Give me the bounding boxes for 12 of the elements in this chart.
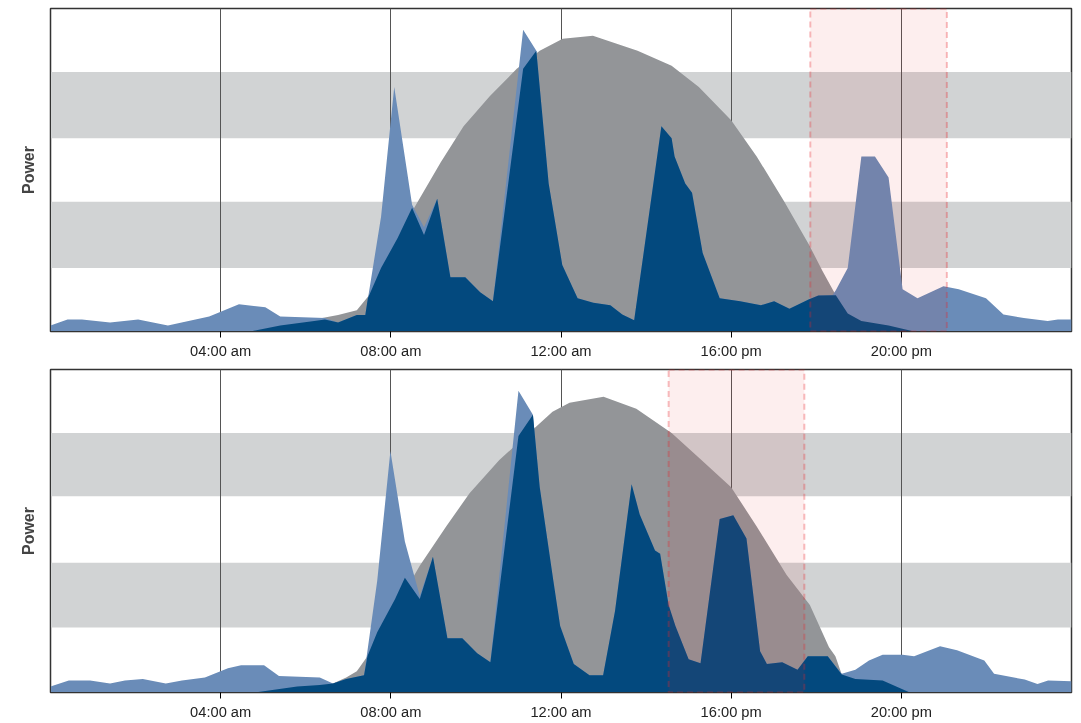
y-axis-title: Power [19, 145, 37, 195]
x-tick-label: 12:00 am [530, 703, 592, 720]
y-axis-title: Power [19, 506, 37, 556]
x-tick-label: 12:00 am [530, 342, 592, 359]
x-tick-label: 16:00 pm [700, 342, 762, 359]
x-tick-label: 20:00 pm [870, 342, 932, 359]
x-tick-label: 04:00 am [190, 703, 252, 720]
x-tick-label: 08:00 am [360, 342, 422, 359]
x-tick-label: 08:00 am [360, 703, 422, 720]
x-tick-label: 20:00 pm [870, 703, 932, 720]
x-tick-label: 16:00 pm [700, 703, 762, 720]
x-tick-label: 04:00 am [190, 342, 252, 359]
